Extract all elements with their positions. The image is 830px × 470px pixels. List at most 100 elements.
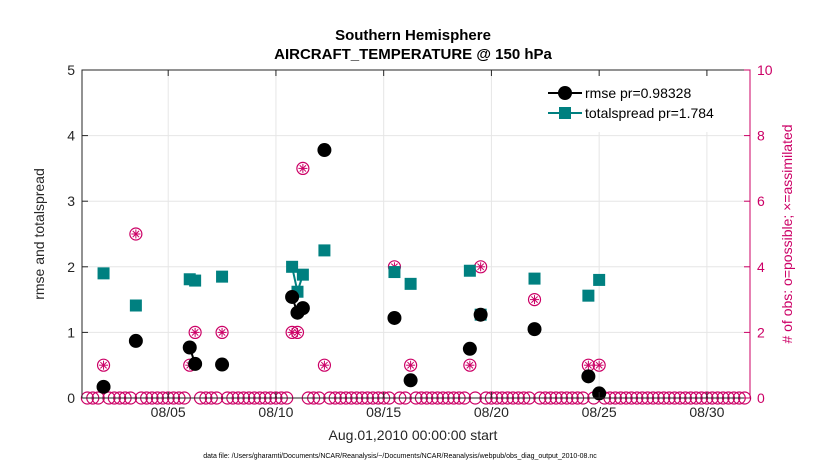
obs-count-marker [290, 325, 305, 339]
totalspread-point [528, 272, 541, 285]
obs-assimilated-mark [132, 230, 140, 238]
obs-count-marker [215, 325, 229, 339]
totalspread-point [404, 277, 417, 290]
x-tick-label: 08/10 [258, 404, 293, 420]
obs-possible-circle [527, 293, 542, 307]
x-tick-label: 08/15 [366, 404, 401, 420]
totalspread-point [593, 273, 606, 286]
data-file-footnote: data file: /Users/gharamti/Documents/NCA… [203, 453, 597, 460]
obs-count-marker [592, 358, 606, 372]
obs-possible-circle [317, 358, 332, 372]
obs-assimilated-mark [466, 361, 474, 369]
obs-assimilated-mark [100, 361, 108, 369]
rmse-point [188, 356, 203, 371]
obs-count-marker [129, 227, 143, 241]
y-left-tick-label: 0 [67, 390, 75, 406]
legend-rmse-marker [558, 86, 572, 100]
rmse-point [182, 340, 197, 355]
rmse-point [128, 333, 143, 348]
y-right-tick-label: 0 [757, 390, 765, 406]
obs-count-marker [188, 325, 202, 339]
obs-possible-circle [188, 325, 202, 339]
totalspread-point [286, 260, 299, 273]
totalspread-point [388, 266, 401, 279]
y-right-tick-label: 6 [757, 193, 765, 209]
y-left-tick-label: 3 [67, 193, 75, 209]
obs-assimilated-mark [191, 328, 199, 336]
y-right-tick-label: 8 [757, 128, 765, 144]
legend: rmse pr=0.98328 totalspread pr=1.784 [528, 76, 746, 132]
x-tick-label: 08/30 [689, 404, 724, 420]
rmse-point [527, 322, 542, 337]
totalspread-series [97, 244, 606, 321]
legend-spread-label: totalspread pr=1.784 [585, 105, 714, 121]
obs-count-marker [463, 358, 477, 372]
y-left-tick-label: 4 [67, 128, 75, 144]
obs-assimilated-mark [320, 361, 328, 369]
totalspread-point [97, 267, 110, 280]
obs-possible-circle [592, 358, 606, 372]
y-left-tick-label: 5 [67, 62, 75, 78]
rmse-point [285, 289, 300, 304]
obs-possible-circle [290, 325, 305, 339]
y-right-tick-label: 2 [757, 324, 765, 340]
rmse-point [317, 143, 332, 158]
obs-assimilated-mark [595, 361, 603, 369]
obs-count-marker [96, 358, 111, 372]
obs-assimilated-mark [477, 263, 485, 271]
totalspread-point [318, 244, 331, 257]
rmse-series [96, 143, 607, 401]
obs-count-marker [296, 161, 310, 175]
obs-count-marker [404, 358, 418, 372]
totalspread-point [216, 270, 229, 283]
obs-assimilated-mark [584, 361, 592, 369]
rmse-point [403, 373, 418, 388]
x-tick-label: 08/05 [151, 404, 186, 420]
obs-assimilated-mark [299, 164, 307, 172]
rmse-point [462, 341, 477, 356]
y-right-tick-label: 4 [757, 259, 765, 275]
rmse-point [387, 310, 402, 325]
x-axis-label: Aug.01,2010 00:00:00 start [329, 427, 498, 443]
chart-title-line1: Southern Hemisphere [335, 27, 491, 44]
obs-count-marker [317, 358, 332, 372]
x-tick-label: 08/25 [582, 404, 617, 420]
totalspread-point [463, 264, 476, 277]
rmse-point [295, 301, 310, 316]
obs-possible-circle [129, 227, 143, 241]
obs-possible-circle [96, 358, 111, 372]
rmse-point [581, 369, 596, 384]
obs-possible-circle [215, 325, 229, 339]
obs-possible-circle [463, 358, 477, 372]
obs-count-marker [527, 293, 542, 307]
obs-assimilated-mark [531, 296, 539, 304]
y-right-tick-label: 10 [757, 62, 773, 78]
y-axis-right-label: # of obs: o=possible; ×=assimilated [779, 124, 795, 343]
tick-layer: 08/05 08/10 08/15 08/20 08/25 08/30 0 1 2 3 4 5 0 2 4 6… [67, 62, 773, 420]
obs-assimilated-mark [407, 361, 415, 369]
obs-count-marker [581, 358, 595, 372]
x-tick-label: 08/20 [474, 404, 509, 420]
obs-possible-circle [404, 358, 418, 372]
rmse-point [473, 307, 488, 322]
legend-spread-marker [559, 107, 571, 119]
totalspread-point [582, 289, 595, 302]
y-axis-left-label: rmse and totalspread [31, 168, 47, 300]
rmse-point [96, 379, 111, 394]
chart-title-line2: AIRCRAFT_TEMPERATURE @ 150 hPa [274, 46, 552, 63]
obs-assimilated-mark [293, 328, 301, 336]
y-left-tick-label: 1 [67, 324, 75, 340]
obs-assimilated-mark [218, 328, 226, 336]
rmse-point [215, 357, 230, 372]
obs-count-marker [474, 260, 488, 274]
y-left-tick-label: 2 [67, 259, 75, 275]
obs-assimilated-mark [288, 328, 296, 336]
totalspread-point [296, 268, 309, 281]
totalspread-point [129, 299, 142, 312]
legend-box [528, 76, 746, 132]
totalspread-point [189, 274, 202, 287]
obs-possible-circle [296, 161, 310, 175]
legend-rmse-label: rmse pr=0.98328 [585, 85, 691, 101]
